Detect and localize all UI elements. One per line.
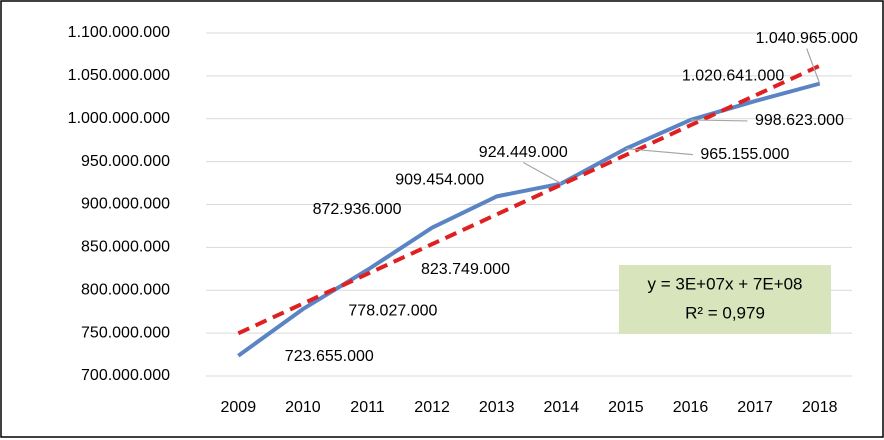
x-tick-label: 2010	[285, 399, 321, 416]
y-tick-label: 850.000.000	[81, 239, 170, 256]
trend-r-squared: R² = 0,979	[685, 303, 765, 322]
y-tick-label: 1.100.000.000	[68, 24, 170, 41]
x-tick-label: 2016	[673, 399, 709, 416]
data-label: 909.454.000	[395, 172, 484, 189]
leader-line	[625, 148, 693, 156]
leader-line	[523, 162, 562, 185]
data-label: 924.449.000	[479, 144, 568, 161]
data-label: 1.020.641.000	[682, 67, 784, 84]
leader-line	[806, 48, 821, 84]
y-tick-label: 950.000.000	[81, 153, 170, 170]
data-label: 823.749.000	[421, 261, 510, 278]
data-label: 965.155.000	[700, 146, 789, 163]
trend-equation: y = 3E+07x + 7E+08	[647, 274, 802, 293]
y-tick-label: 750.000.000	[81, 324, 170, 341]
y-tick-label: 1.000.000.000	[68, 110, 170, 127]
x-tick-label: 2013	[479, 399, 515, 416]
data-label: 723.655.000	[285, 348, 374, 365]
y-tick-label: 800.000.000	[81, 281, 170, 298]
x-tick-label: 2015	[608, 399, 644, 416]
y-tick-label: 900.000.000	[81, 196, 170, 213]
y-tick-label: 700.000.000	[81, 367, 170, 384]
equation-box	[619, 265, 831, 334]
x-tick-label: 2011	[350, 399, 385, 416]
trendline	[237, 63, 821, 336]
data-label: 1.040.965.000	[756, 30, 858, 47]
data-label: 998.623.000	[755, 112, 844, 129]
x-tick-label: 2012	[414, 399, 450, 416]
x-tick-label: 2018	[802, 399, 838, 416]
x-tick-label: 2017	[737, 399, 773, 416]
data-label: 778.027.000	[348, 302, 437, 319]
x-tick-label: 2009	[221, 399, 257, 416]
leader-line	[690, 119, 748, 122]
y-tick-label: 1.050.000.000	[68, 67, 170, 84]
x-tick-label: 2014	[544, 399, 580, 416]
data-label: 872.936.000	[313, 201, 402, 218]
